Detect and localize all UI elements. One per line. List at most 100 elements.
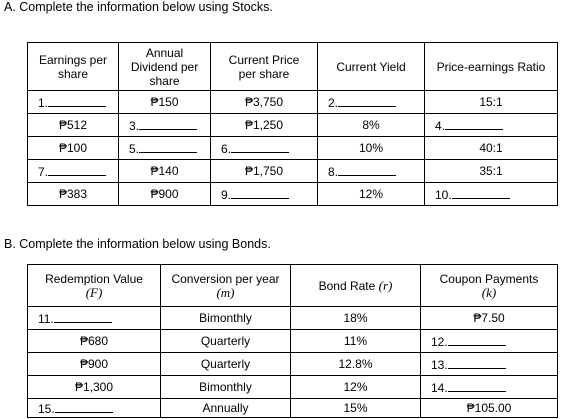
table-cell: 13. (420, 352, 558, 376)
answer-blank (48, 95, 107, 107)
table-cell: 12% (290, 375, 421, 399)
header-cell: Price-earnings Ratio (424, 42, 558, 91)
section-heading: B. Complete the information below using … (4, 237, 271, 251)
table-cell: ₱100 (27, 136, 119, 160)
table-cell: ₱1,250 (210, 113, 318, 137)
answer-blank (231, 187, 290, 199)
cell-text: ₱680 (79, 334, 109, 348)
cell-text: Bimonthly (199, 380, 252, 394)
item-number: 1. (38, 95, 49, 110)
table-cell: 35:1 (424, 159, 558, 183)
cell-text: 12% (358, 187, 384, 201)
cell-text: ₱383 (58, 187, 88, 201)
header-symbol: (r) (378, 277, 393, 293)
header-text: Current Price per share (228, 52, 300, 81)
item-number: 8. (328, 164, 339, 179)
item-number: 12. (431, 334, 448, 349)
table-cell: 11. (27, 306, 161, 330)
cell-text: 8% (362, 118, 380, 132)
cell-text: 40:1 (479, 141, 503, 155)
table-cell: 15% (290, 398, 421, 418)
table-cell: Bimonthly (160, 375, 291, 399)
table-cell: 10. (424, 182, 558, 206)
table-cell: ₱105.00 (420, 398, 558, 418)
answer-blank (231, 141, 290, 153)
cell-text: Quarterly (200, 334, 251, 348)
item-number: 14. (431, 380, 448, 395)
table-row: ₱512 3. ₱1,250 8% 4. (27, 113, 558, 137)
table-row: ₱680 Quarterly 11% 12. (27, 329, 558, 353)
item-number: 10. (435, 187, 452, 202)
table-row: 7. ₱140 ₱1,750 8. 35:1 (27, 159, 558, 183)
cell-text: Quarterly (200, 357, 251, 371)
cell-text: Bimonthly (199, 311, 252, 325)
table-cell: 2. (317, 90, 425, 114)
table-row: 11. Bimonthly 18% ₱7.50 (27, 306, 558, 330)
header-text: Coupon Payments (439, 271, 539, 286)
header-cell: Current Price per share (210, 42, 318, 91)
item-number: 6. (221, 141, 232, 156)
item-number: 15. (38, 401, 55, 416)
header-cell: Earnings per share (27, 42, 119, 91)
cell-text: Annually (202, 401, 249, 415)
header-cell: Current Yield (317, 42, 425, 91)
table-row: ₱900 Quarterly 12.8% 13. (27, 352, 558, 376)
cell-text: ₱105.00 (466, 401, 512, 415)
table-cell: 12. (420, 329, 558, 353)
table-cell: 11% (290, 329, 421, 353)
header-symbol: (m) (216, 284, 235, 300)
table-cell: 6. (210, 136, 318, 160)
cell-text: ₱100 (58, 141, 88, 155)
cell-text: ₱1,300 (74, 380, 114, 394)
answer-blank (48, 164, 107, 176)
header-cell: Redemption Value (F) (27, 264, 161, 307)
stocks-table: Earnings per share Annual Dividend per sh… (27, 42, 558, 206)
table-cell: Quarterly (160, 329, 291, 353)
table-cell: ₱150 (118, 90, 211, 114)
cell-text: ₱900 (150, 187, 179, 201)
table-cell: 8. (317, 159, 425, 183)
table-row: 1. ₱150 ₱3,750 2. 15:1 (27, 90, 558, 114)
cell-text: ₱7.50 (473, 311, 505, 325)
header-cell: Annual Dividend per share (118, 42, 211, 91)
header-text: Conversion per year (171, 271, 280, 286)
answer-blank (451, 187, 510, 199)
cell-text: ₱512 (58, 118, 88, 132)
table-cell: Annually (160, 398, 291, 418)
answer-blank (447, 357, 506, 369)
answer-blank (445, 118, 504, 130)
table-cell: ₱140 (118, 159, 211, 183)
item-number: 4. (435, 118, 446, 133)
item-number: 2. (328, 95, 339, 110)
header-row: Earnings per share Annual Dividend per sh… (27, 42, 558, 91)
table-row: ₱100 5. 6. 10% 40:1 (27, 136, 558, 160)
cell-text: 18% (343, 311, 368, 325)
header-text: Bond Rate (318, 278, 376, 293)
item-number: 9. (221, 187, 232, 202)
header-text: Current Yield (336, 59, 406, 74)
answer-blank (447, 380, 506, 392)
table-row: ₱383 ₱900 9. 12% 10. (27, 182, 558, 206)
answer-blank (53, 311, 112, 323)
table-cell: 3. (118, 113, 211, 137)
table-cell: ₱1,300 (27, 375, 161, 399)
table-cell: ₱7.50 (420, 306, 558, 330)
cell-text: ₱1,250 (244, 118, 284, 132)
answer-blank (338, 164, 397, 176)
header-row: Redemption Value (F) Conversion per year (m… (27, 264, 558, 307)
table-cell: 40:1 (424, 136, 558, 160)
cell-text: 15:1 (479, 95, 503, 109)
cell-text: ₱1,750 (244, 164, 284, 178)
header-text: Redemption Value (45, 271, 143, 286)
header-text: Earnings per share (38, 52, 108, 81)
bonds-table: Redemption Value (F) Conversion per year (m… (27, 264, 558, 418)
cell-text: ₱140 (150, 164, 179, 178)
header-cell: Bond Rate (r) (290, 264, 421, 307)
table-cell: 10% (317, 136, 425, 160)
table-cell: 7. (27, 159, 119, 183)
table-cell: 1. (27, 90, 119, 114)
table-cell: 5. (118, 136, 211, 160)
table-row: 15. Annually 15% ₱105.00 (27, 398, 558, 418)
table-cell: ₱1,750 (210, 159, 318, 183)
